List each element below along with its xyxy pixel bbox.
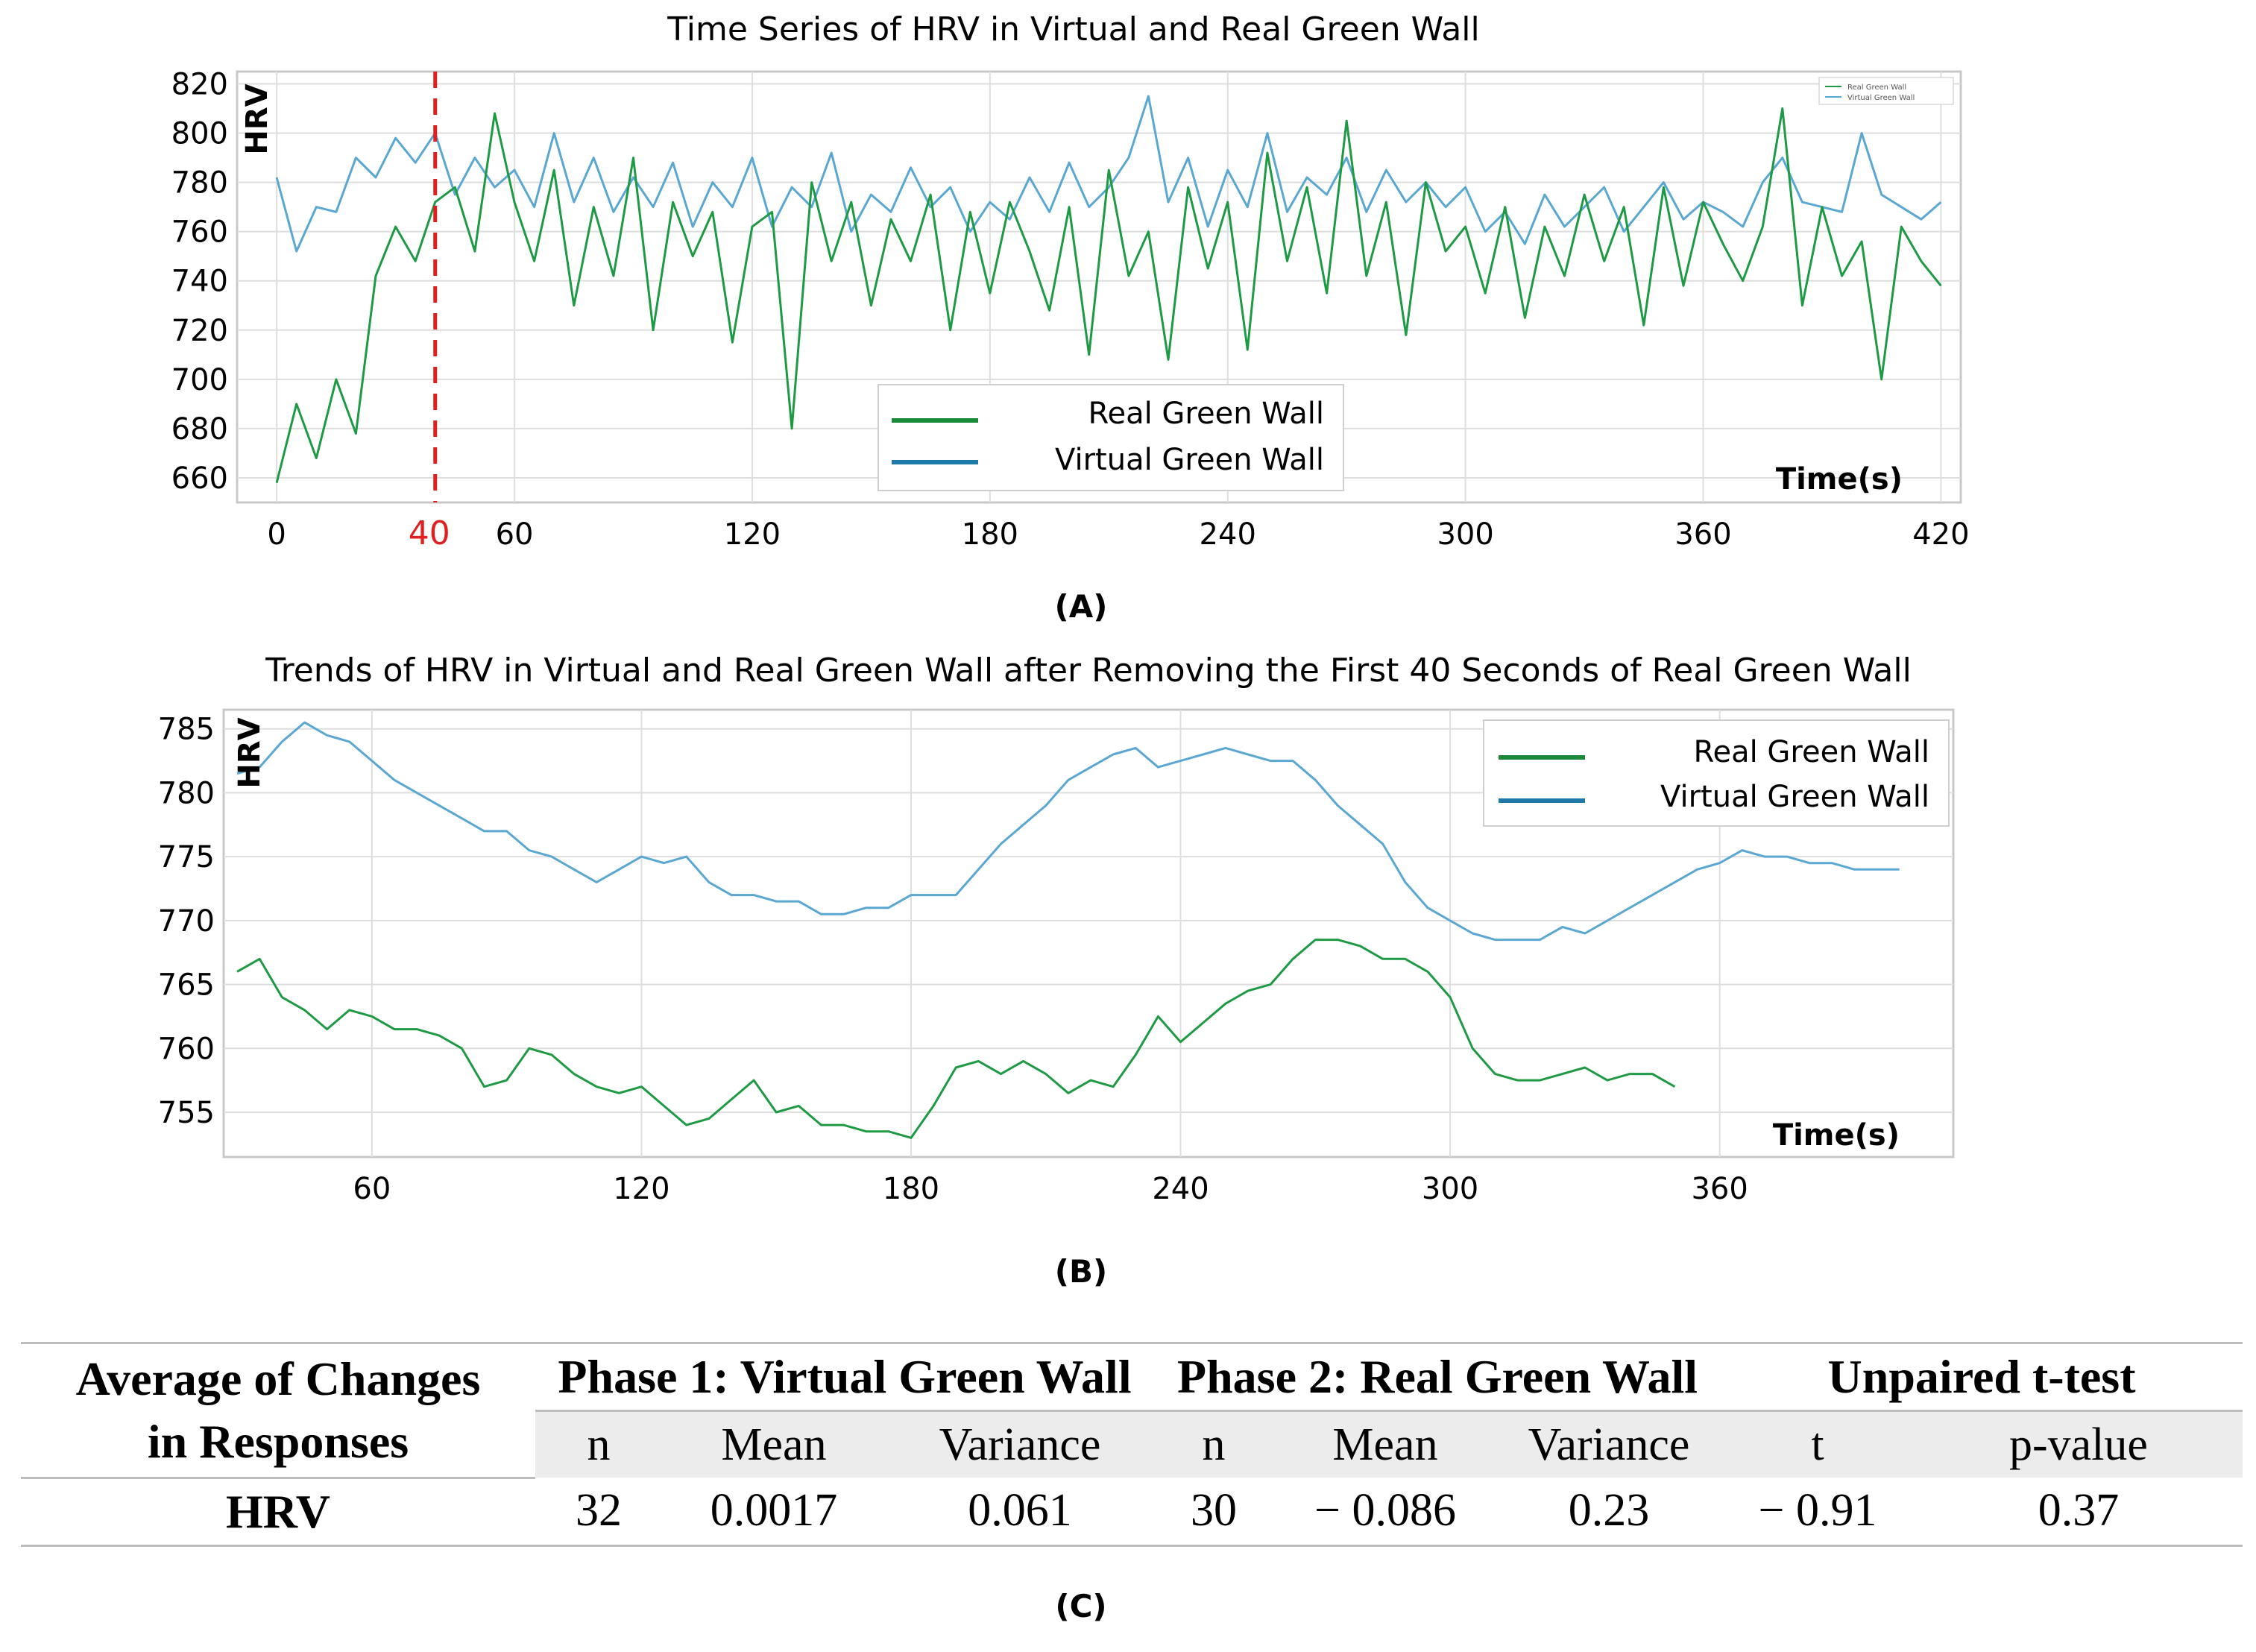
chartB-ytick-label: 755 [158, 1096, 215, 1130]
stats-cell-mean-1: 0.0017 [710, 1485, 838, 1536]
chartA-ytick-label: 740 [171, 265, 228, 299]
chart-b-legend-virtual: Virtual Green Wall [1660, 780, 1929, 814]
stats-table: Average of Changes in Responses Phase 1:… [21, 1342, 2243, 1547]
chart-a-legend: Real Green Wall Virtual Green Wall [877, 384, 1344, 491]
stats-row-header-line-1: Average of Changes [75, 1352, 481, 1405]
chartB-xtick-label: 360 [1691, 1172, 1748, 1206]
stats-col-mean-1: Mean [721, 1419, 827, 1470]
stats-col-p-value: p-value [2009, 1419, 2148, 1470]
chartB-xtick-label: 300 [1422, 1172, 1478, 1206]
stats-group-phase2: Phase 2: Real Green Wall [1176, 1350, 1698, 1403]
stats-cell-t: − 0.91 [1758, 1485, 1877, 1536]
chartB-xtick-label: 240 [1152, 1172, 1209, 1206]
chartA-xtick-label: 360 [1674, 517, 1731, 552]
chartA-xtick-label: 0 [267, 517, 286, 552]
chartA-xtick-label: 240 [1200, 517, 1256, 552]
chart-a-mini-legend-box [1818, 77, 1954, 105]
chartA-ytick-label: 820 [171, 68, 228, 102]
chartA-xtick-label: 180 [962, 517, 1018, 552]
chartB-ytick-label: 760 [158, 1032, 215, 1066]
stats-table-row: HRV 32 0.0017 0.061 30 − 0.086 0.23 − 0.… [21, 1478, 2243, 1545]
stats-group-phase1: Phase 1: Virtual Green Wall [558, 1350, 1132, 1403]
chart-a-legend-real: Real Green Wall [1088, 397, 1324, 431]
figure-canvas: Time Series of HRV in Virtual and Real G… [158, 10, 1970, 1290]
chart-a-title: Time Series of HRV in Virtual and Real G… [667, 10, 1480, 48]
stats-group-ttest: Unpaired t-test [1827, 1350, 2136, 1403]
stats-cell-variance-2: 0.23 [1568, 1485, 1650, 1536]
chartB-series-virtual-line [236, 721, 1900, 942]
chartB-ytick-label: 780 [158, 776, 215, 810]
chartB-ytick-label: 770 [158, 904, 215, 939]
chartA-xtick-label: 420 [1912, 517, 1969, 552]
chart-a-mini-legend-virtual: Virtual Green Wall [1847, 94, 1915, 102]
chart-b-title: Trends of HRV in Virtual and Real Green … [265, 652, 1912, 690]
chart-a-mini-legend: Real Green Wall Virtual Green Wall [1818, 77, 1954, 105]
chartA-ytick-label: 780 [171, 166, 228, 201]
chartB-xtick-label: 60 [353, 1172, 391, 1206]
chart-a-ylabel: HRV [240, 83, 274, 154]
chartA-ytick-label: 700 [171, 363, 228, 397]
panel-label-c: (C) [1055, 1588, 1107, 1624]
chart-a-legend-virtual: Virtual Green Wall [1055, 443, 1324, 477]
chartB-ytick-label: 785 [158, 713, 215, 747]
chartB-ytick-label: 775 [158, 840, 215, 874]
stats-row-label: HRV [226, 1484, 330, 1538]
chart-a-xlabel: Time(s) [1776, 462, 1903, 496]
chartA-xtick-label: 120 [724, 517, 781, 552]
chartB-xtick-label: 120 [613, 1172, 669, 1206]
chart-b-xlabel: Time(s) [1773, 1118, 1900, 1153]
chart-a: Time Series of HRV in Virtual and Real G… [171, 10, 1970, 552]
chart-b-legend: Real Green Wall Virtual Green Wall [1483, 719, 1950, 827]
chart-a-mini-legend-real: Real Green Wall [1847, 83, 1906, 92]
chart-a-legend-box [877, 384, 1344, 491]
stats-row-header-line-2: in Responses [147, 1414, 409, 1468]
chartA-ytick-label: 760 [171, 215, 228, 250]
panel-label-b: (B) [1055, 1253, 1107, 1290]
chartA-ytick-label: 660 [171, 461, 228, 496]
stats-col-t: t [1811, 1419, 1824, 1470]
chart-b-legend-box [1483, 719, 1950, 827]
chartA-xtick-label: 60 [496, 517, 534, 552]
chart-b-ylabel: HRV [233, 717, 267, 788]
stats-cell-p-value: 0.37 [2038, 1485, 2120, 1536]
stats-table-group-row: Average of Changes in Responses Phase 1:… [21, 1343, 2243, 1479]
stats-col-variance-2: Variance [1528, 1419, 1690, 1470]
stats-col-n-1: n [587, 1419, 611, 1470]
stats-col-variance-1: Variance [939, 1419, 1101, 1470]
panel-label-a: (A) [1055, 588, 1108, 625]
chart-a-marker-label: 40 [409, 514, 450, 552]
chartA-ytick-label: 800 [171, 117, 228, 151]
stats-col-mean-2: Mean [1332, 1419, 1438, 1470]
chartA-ytick-label: 720 [171, 314, 228, 348]
chartB-xtick-label: 180 [883, 1172, 939, 1206]
stats-cell-variance-1: 0.061 [968, 1485, 1072, 1536]
chartB-ytick-label: 765 [158, 968, 215, 1003]
chartA-series-real-line [275, 107, 1942, 483]
chart-b-legend-real: Real Green Wall [1693, 735, 1929, 769]
stats-cell-n-2: 30 [1191, 1485, 1237, 1536]
chartA-series-virtual-line [275, 95, 1942, 253]
chart-b: Trends of HRV in Virtual and Real Green … [158, 652, 1955, 1206]
stats-cell-n-1: 32 [576, 1485, 622, 1536]
stats-col-n-2: n [1202, 1419, 1226, 1470]
stats-row-header: Average of Changes in Responses [21, 1343, 535, 1479]
chartA-ytick-label: 680 [171, 412, 228, 447]
stats-cell-mean-2: − 0.086 [1314, 1485, 1456, 1536]
chartB-series-real-line [236, 939, 1676, 1139]
chartA-xtick-label: 300 [1437, 517, 1493, 552]
